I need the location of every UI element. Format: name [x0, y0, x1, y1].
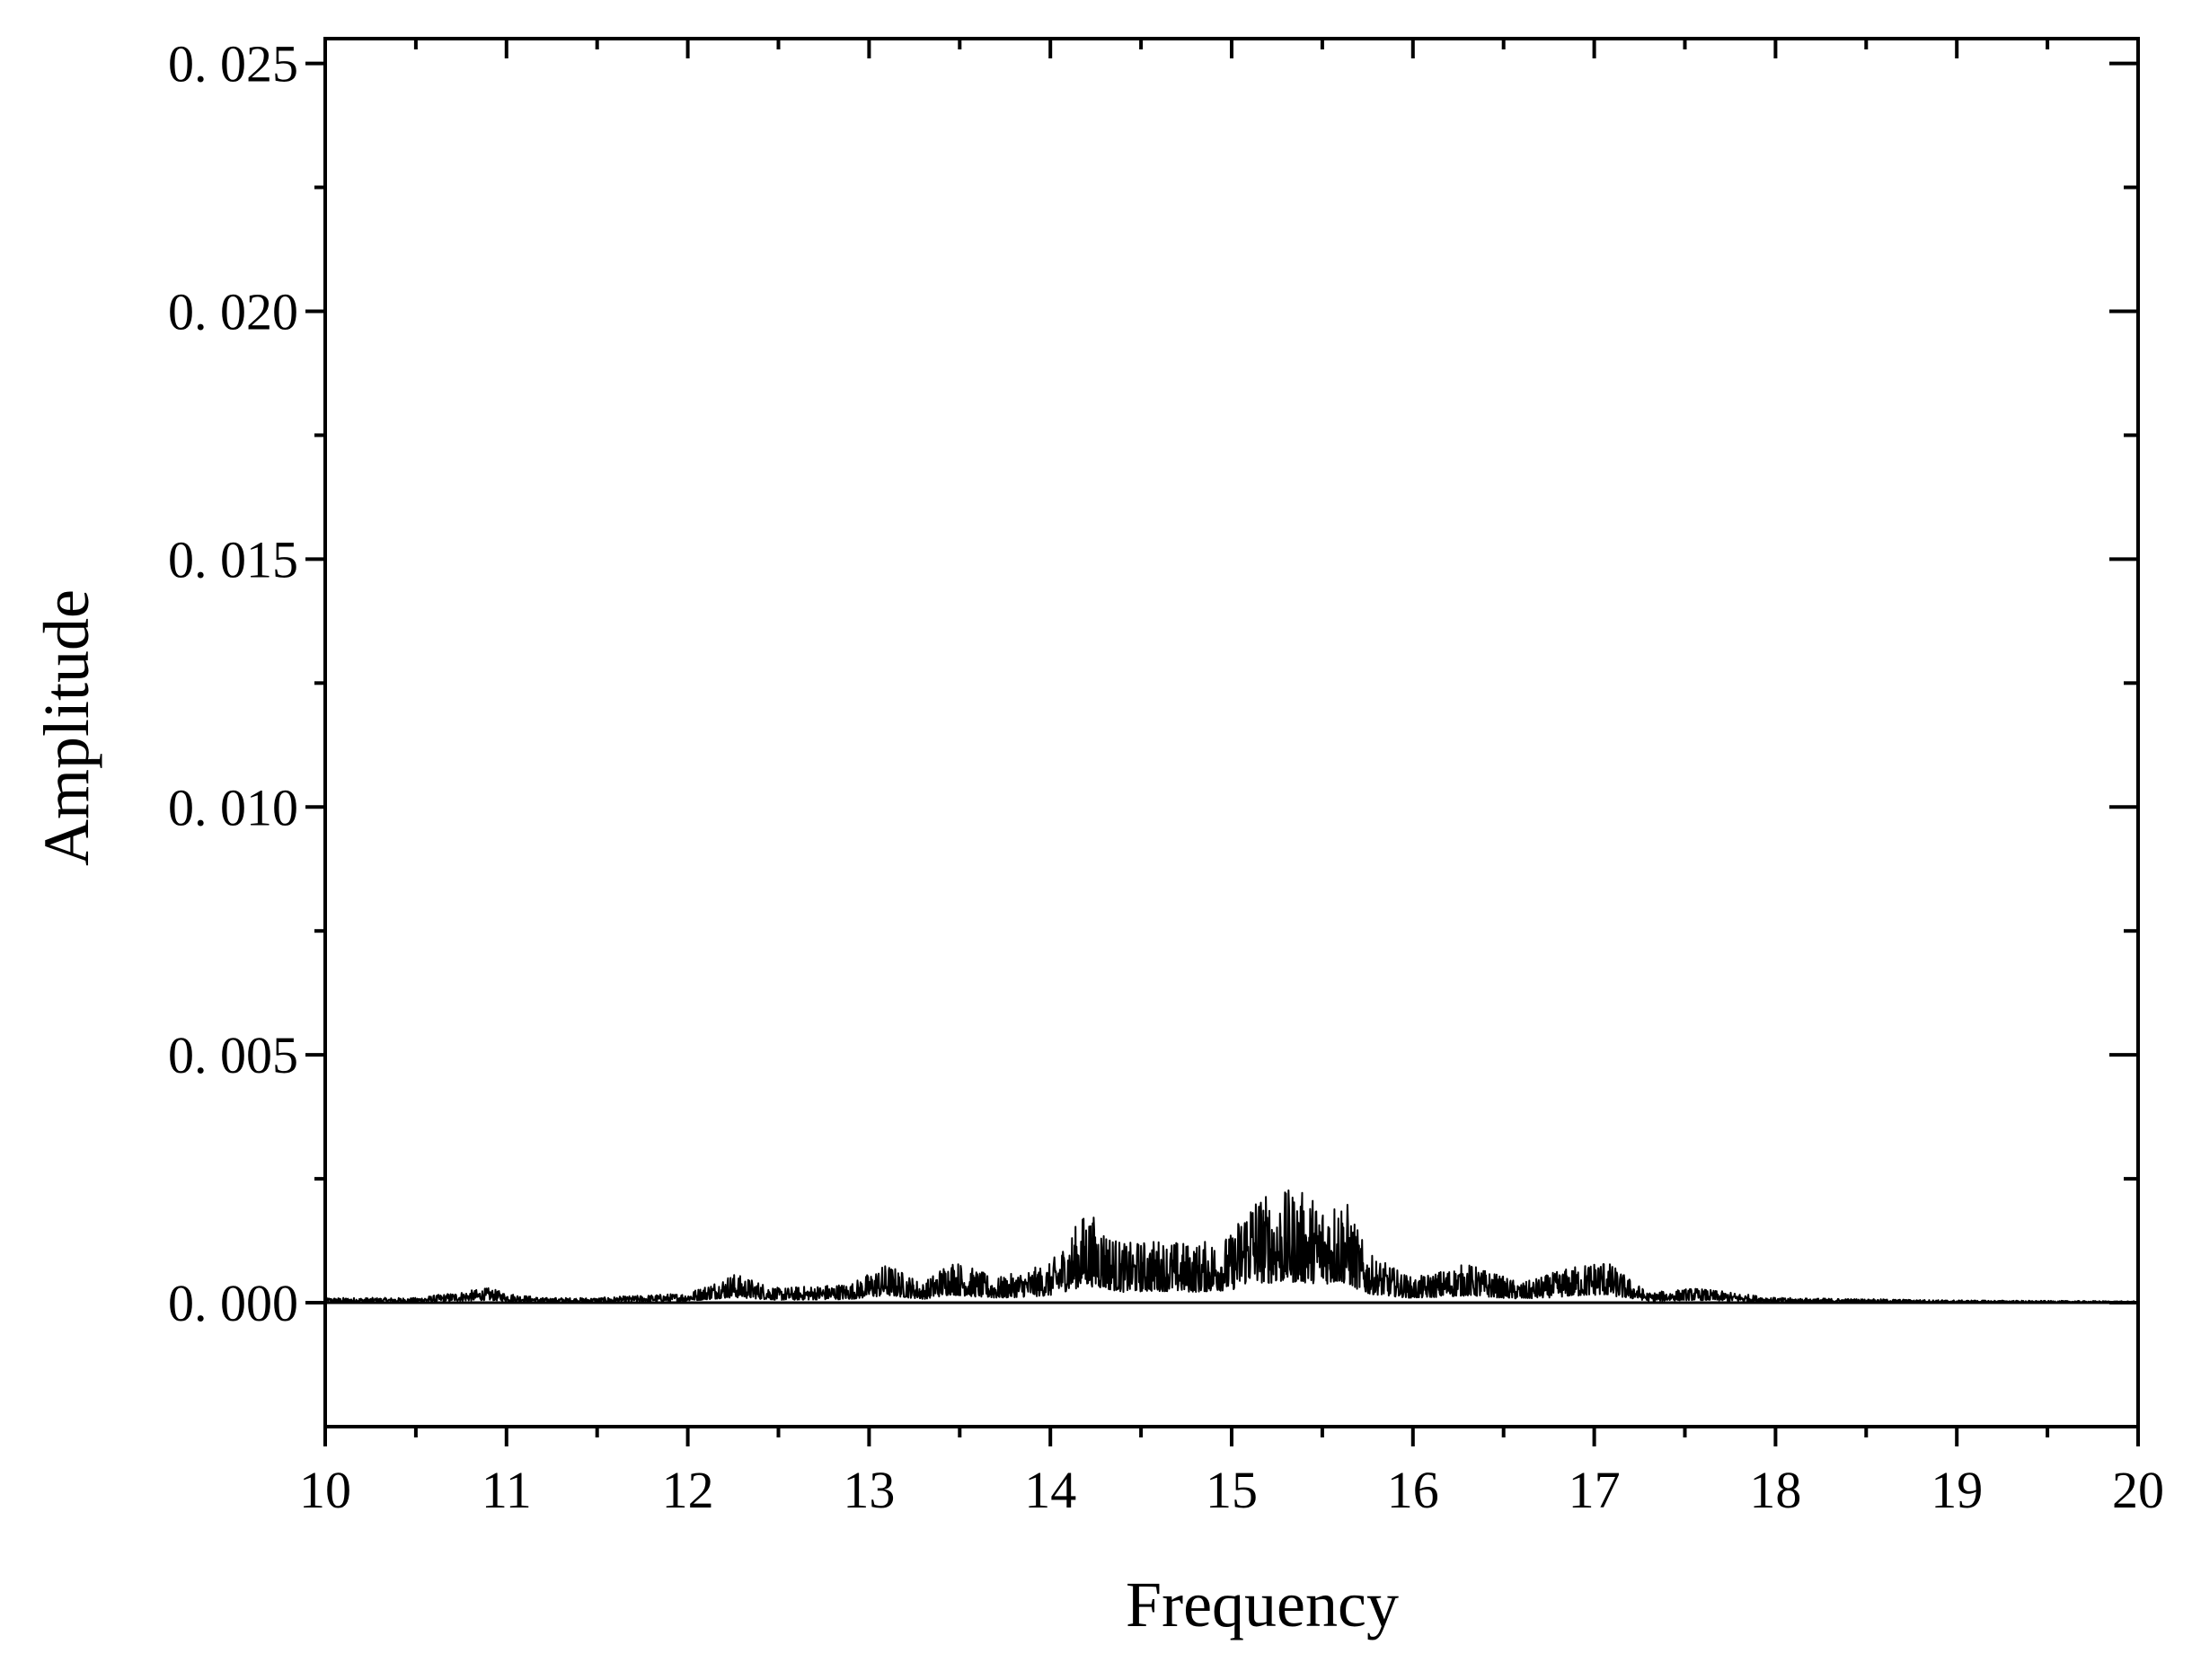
y-tick-label: 0. 010 — [168, 778, 298, 836]
y-tick-label: 0. 005 — [168, 1026, 298, 1084]
y-axis-title: Amplitude — [31, 589, 102, 866]
y-axis-ticks: 0. 000 0. 005 0. 010 0. 015 0. 020 0. 025 — [168, 35, 2138, 1332]
y-tick-label: 0. 025 — [168, 35, 298, 93]
x-tick-label: 15 — [1206, 1461, 1258, 1519]
x-tick-label: 11 — [482, 1461, 532, 1519]
x-axis-ticks: 10 11 12 13 14 15 16 17 18 19 20 — [299, 39, 2164, 1519]
x-axis-title: Frequency — [1126, 1569, 1399, 1640]
y-tick-label: 0. 015 — [168, 530, 298, 588]
y-tick-label: 0. 020 — [168, 282, 298, 340]
plot-area — [323, 37, 2140, 1428]
series-group — [324, 1189, 2139, 1304]
x-tick-label: 12 — [662, 1461, 714, 1519]
x-tick-label: 13 — [843, 1461, 895, 1519]
x-tick-label: 16 — [1387, 1461, 1439, 1519]
x-tick-label: 19 — [1931, 1461, 1983, 1519]
x-tick-label: 17 — [1569, 1461, 1621, 1519]
x-tick-label: 14 — [1024, 1461, 1076, 1519]
plot-frame — [323, 37, 2140, 1428]
y-tick-label: 0. 000 — [168, 1274, 298, 1332]
x-tick-label: 10 — [299, 1461, 351, 1519]
x-tick-label: 20 — [2112, 1461, 2164, 1519]
series-line-0 — [324, 1189, 2139, 1304]
x-tick-label: 18 — [1749, 1461, 1801, 1519]
